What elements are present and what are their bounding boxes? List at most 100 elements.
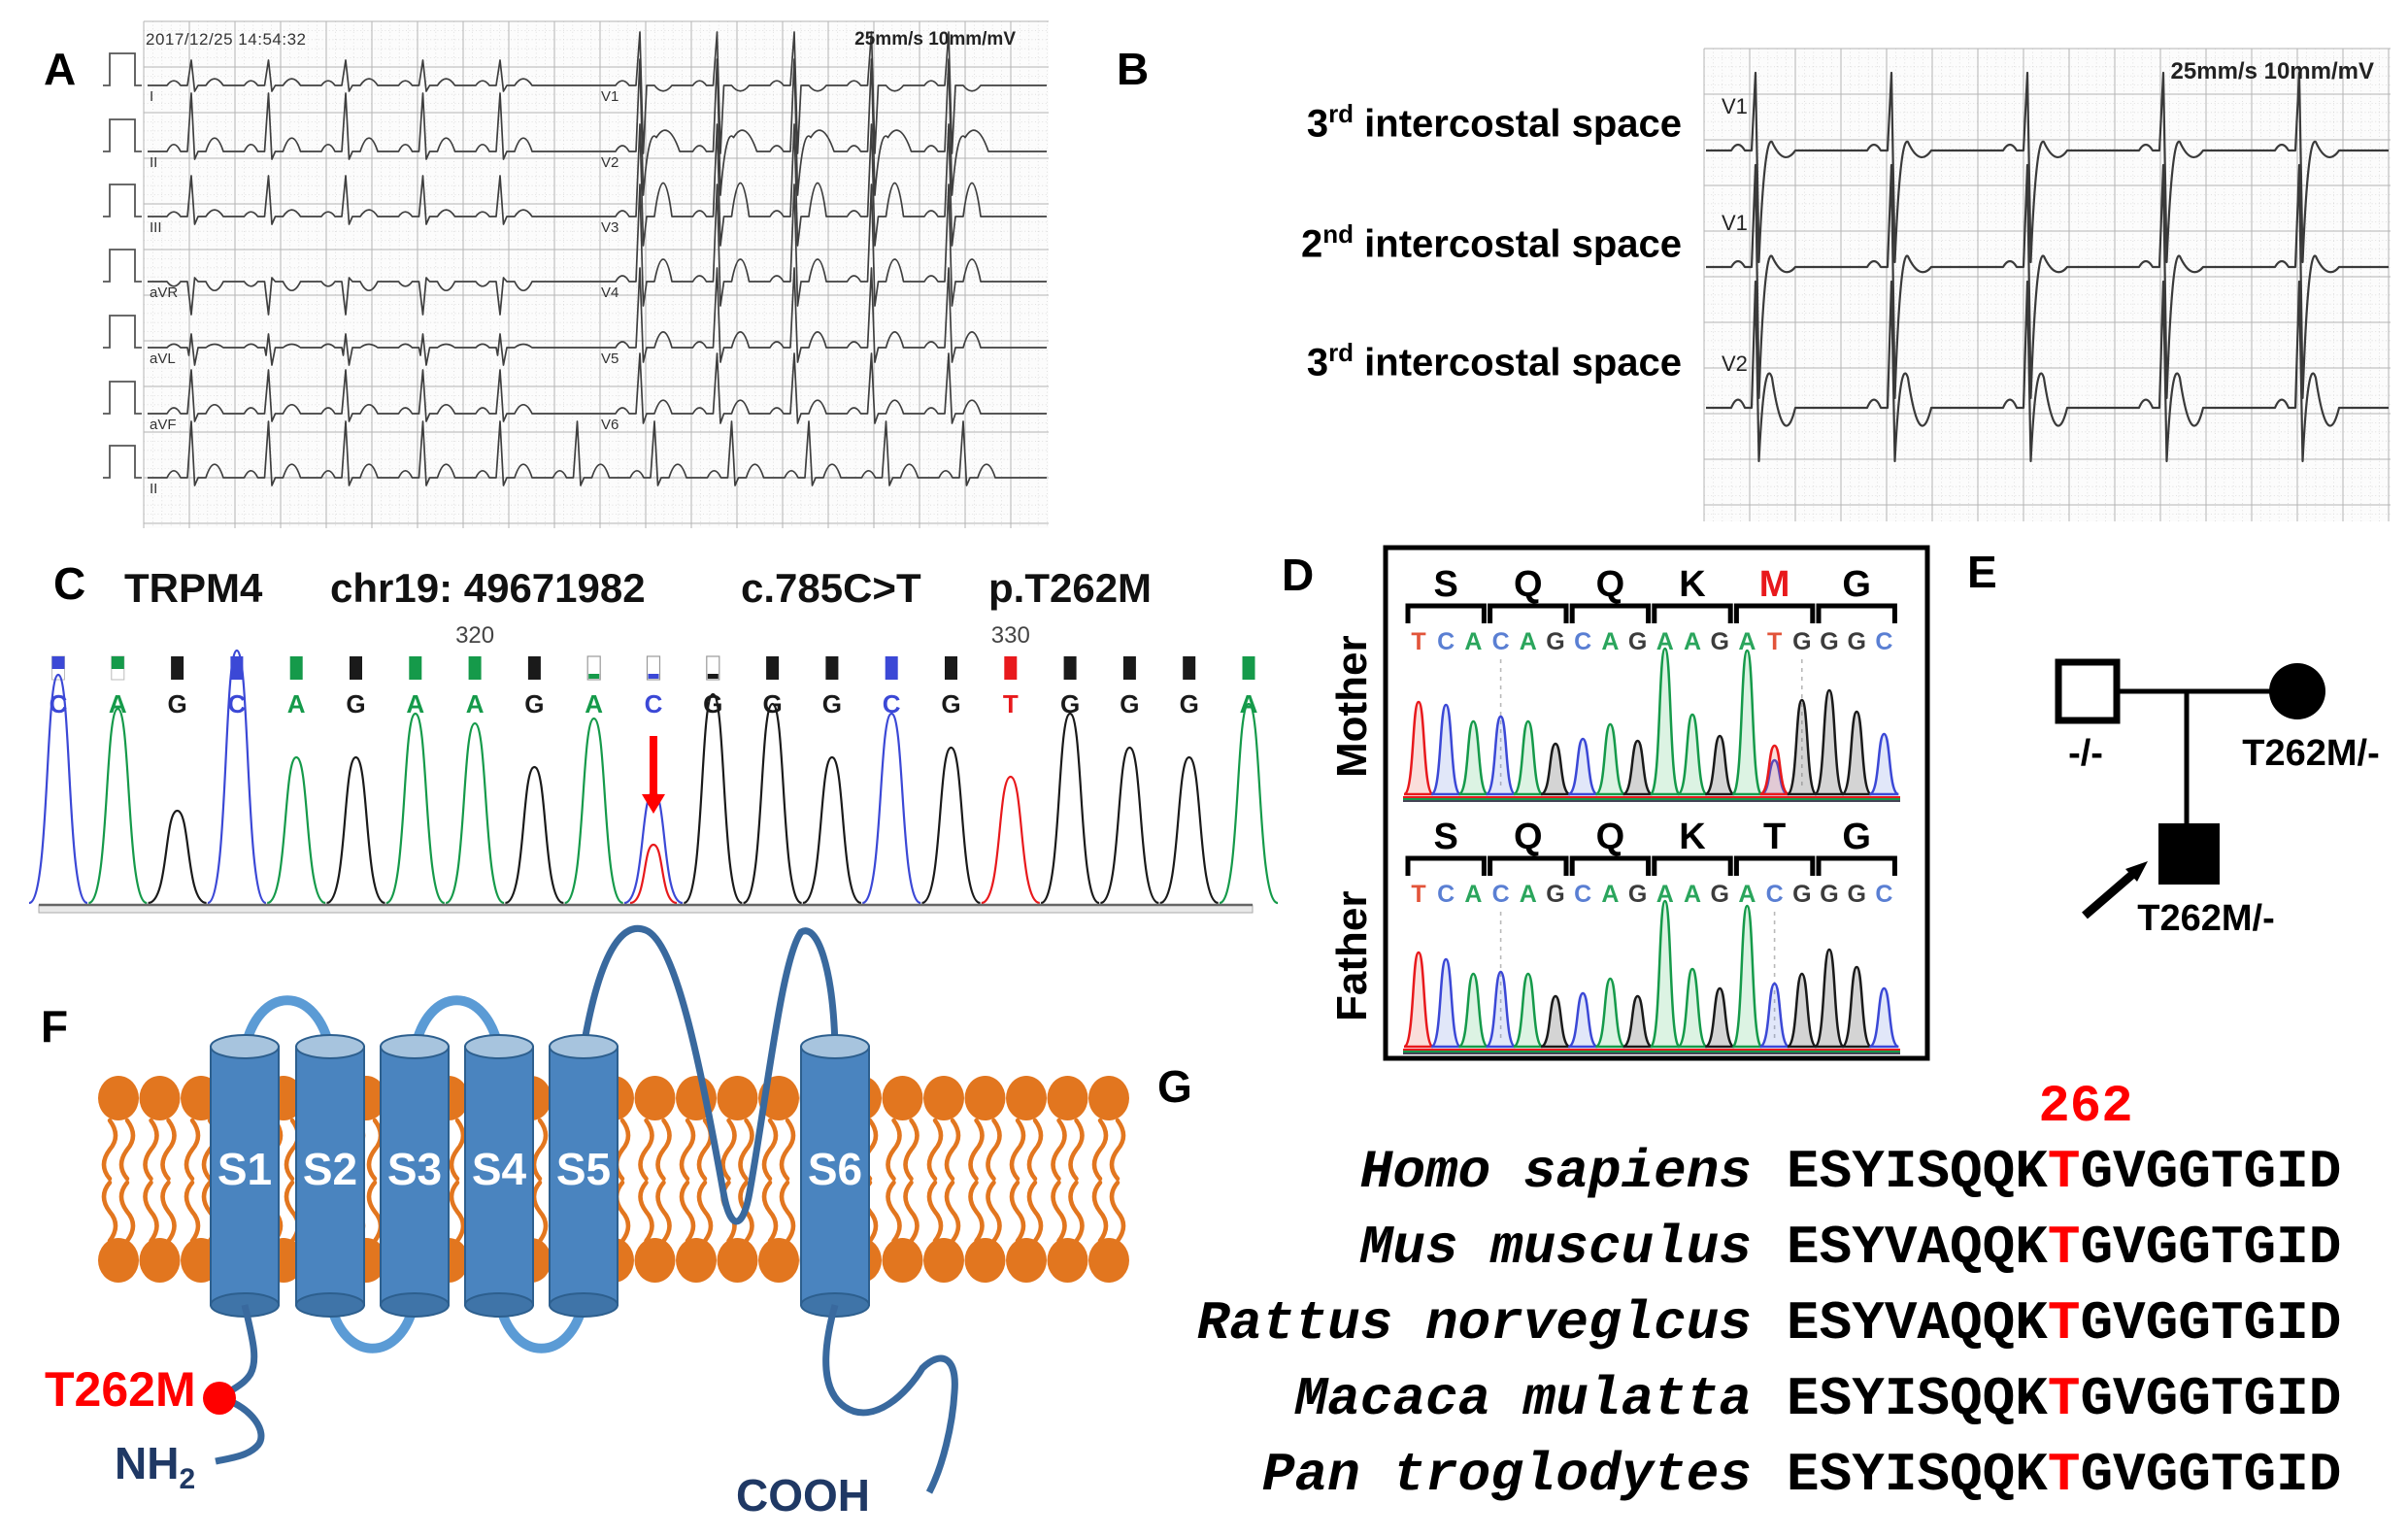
loop-s4-s5 [494,1299,588,1353]
lipid-tail [118,1180,136,1244]
lipid-tail [366,1118,384,1182]
base-letter: G [1628,881,1647,908]
ecg-trace-V3 [596,123,1047,247]
mutation-site-label: T262M [45,1362,196,1417]
lipid-head [98,1238,139,1283]
chromatogram-peak [981,775,1041,905]
base-letter: C [645,689,663,718]
chromatogram-peak [207,649,267,905]
b-row-label-3: 3rd intercostal space [1138,338,1682,384]
base-letter: A [1601,628,1619,655]
aa-sequence: ESYISQQKTGVGGTGID [1787,1437,2341,1513]
mother-label: Mother [1328,635,1376,778]
codon-bracket [1405,603,1487,623]
quality-bar [945,656,957,680]
alignment-row: Mus musculus ESYVAQQKTGVGGTGID [1146,1210,2342,1286]
chromatogram-peak [1512,972,1545,1049]
base-letter: A [1464,881,1482,908]
chromatogram-peak [1457,972,1489,1049]
ecg-trace-aVR [148,277,596,316]
ics-number: 3 [1306,102,1329,146]
chromatogram-peak [385,712,446,905]
codon-bracket [1405,855,1487,876]
tm-segment-top [295,1034,365,1059]
tm-segment-label: S1 [217,1144,272,1194]
panel-f-label: F [41,1001,69,1052]
codon-bracket [1816,603,1897,623]
pedigree-mother-circle [2269,663,2325,719]
residue-number: 262 [2038,1078,2133,1137]
lipid-tail [366,1180,384,1244]
base-letter: G [1060,689,1080,718]
quality-bar-half [51,656,65,669]
lipid-tail [1109,1180,1126,1244]
lipid-head [758,1238,799,1283]
codon-aa-label: Q [1514,817,1543,857]
ecg-lead-label: III [150,219,162,236]
aa-sequence: ESYVAQQKTGVGGTGID [1787,1286,2341,1361]
chromatogram-peak [564,717,624,905]
ecg-cal-pulse [103,118,142,152]
chromatogram-peak [1731,904,1763,1049]
chromatogram-peak [1649,647,1682,796]
base-letter: G [346,689,365,718]
tm-segment-bottom [464,1292,534,1318]
lipid-tail [696,1180,714,1244]
quality-bar-half [111,656,124,669]
lipid-tail [761,1180,779,1244]
species-name: Homo sapiens [1359,1141,1752,1203]
mutation-dot-icon [203,1382,236,1415]
quality-bar [468,656,482,680]
base-letter: C [1875,628,1892,655]
seq-post: GVGGTGID [2080,1141,2342,1203]
ecg-cal-pulse [103,445,142,479]
seq-residue: T [2047,1292,2081,1354]
quality-bar-tick [648,674,659,679]
proband-genotype: T262M/- [2137,898,2274,939]
codon-aa-label: K [1679,564,1706,605]
seq-post: GVGGTGID [2080,1368,2342,1430]
cdna-change: c.785C>T [741,565,921,611]
chromatogram-peak [802,755,862,905]
seq-pre: ESYISQQK [1787,1368,2048,1430]
codon-aa-label: Q [1514,564,1543,605]
tm-segment-bottom [549,1292,619,1318]
lipid-head [717,1076,758,1120]
ecg-cal-pulse [103,184,142,217]
lipid-head [882,1076,923,1120]
lipid-tail [531,1118,549,1182]
chromatogram-peak [1485,715,1517,796]
tm-segment-top [800,1034,870,1059]
chromatogram-peak [1704,986,1735,1049]
seq-residue: T [2047,1368,2081,1430]
codon-aa-label: Q [1596,564,1625,605]
tm-segment-body [800,1046,870,1306]
base-letter: G [1628,628,1647,655]
ecg-trace-V6 [596,352,1047,424]
chromatogram-peak [445,721,505,905]
lipid-tail [1091,1180,1109,1244]
base-letter: A [1738,628,1756,655]
chromatogram-peak [1813,948,1846,1049]
chromatogram-peak [1512,719,1545,796]
aa-sequence: ESYVAQQKTGVGGTGID [1787,1210,2341,1286]
quality-bar [1122,656,1136,680]
quality-bar-tick [588,674,600,679]
base-letter: A [1464,628,1482,655]
ecg-lead-label: V3 [601,219,619,236]
lipid-tail [1051,1118,1067,1182]
ics-text: intercostal space [1354,102,1682,146]
lipid-tail [1026,1180,1044,1244]
seq-pre: ESYVAQQK [1787,1217,2048,1279]
lipid-tail [449,1180,466,1244]
ecg-lead-label: II [150,481,157,497]
base-letter: T [1767,628,1782,655]
quality-bar [825,656,839,680]
lipid-tail [1026,1118,1044,1182]
lipid-head [1088,1076,1129,1120]
tm-segment-label: S5 [556,1144,611,1194]
chromatogram-peak [1594,722,1626,796]
ecg-trace-V2 [596,58,1047,196]
genomic-locus: chr19: 49671982 [330,565,646,611]
